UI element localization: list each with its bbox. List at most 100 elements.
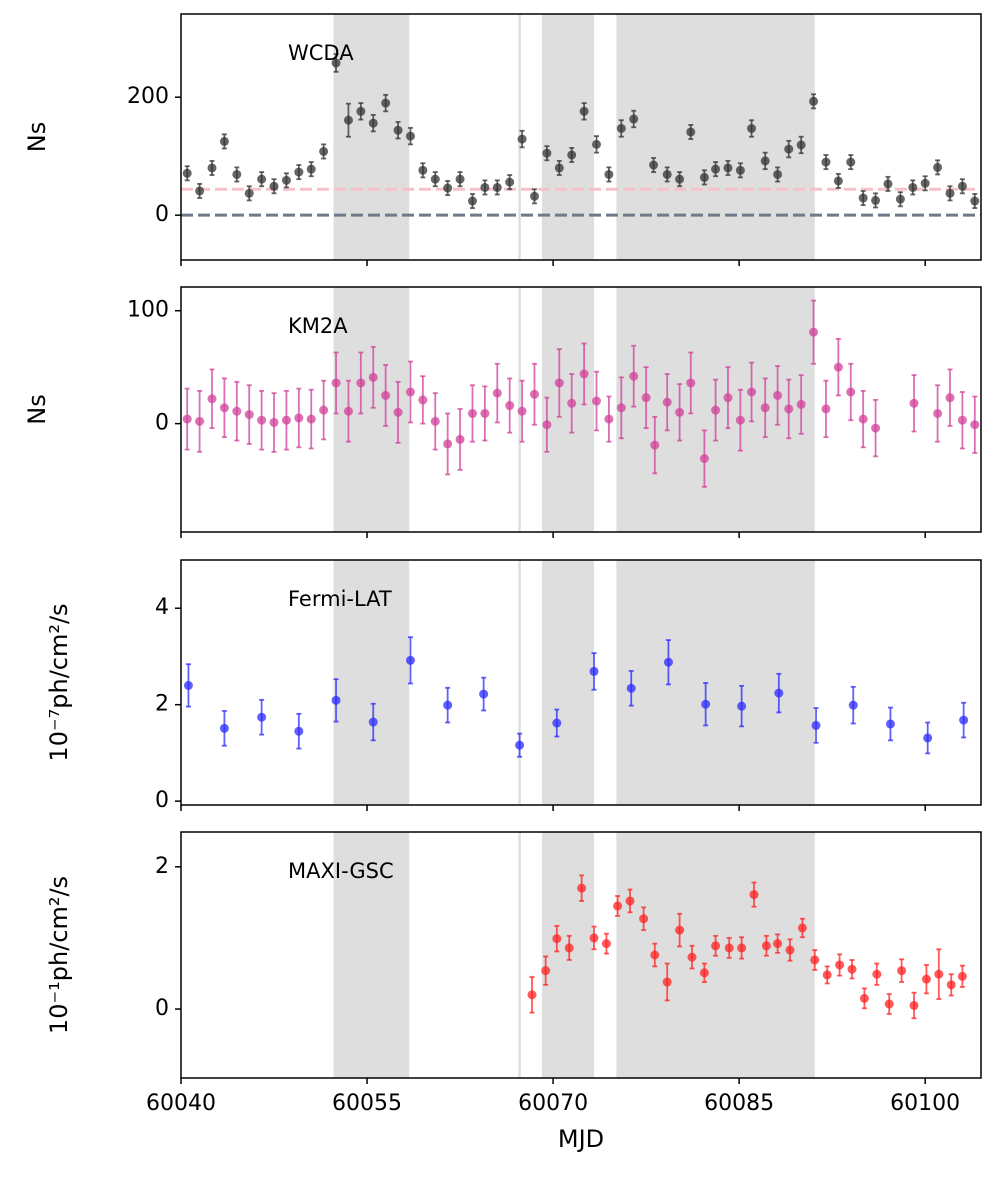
data-point xyxy=(207,394,217,404)
data-point xyxy=(232,169,242,179)
data-point xyxy=(517,134,527,144)
y-axis-label: 10⁻⁷ph/cm²/s xyxy=(45,603,73,761)
data-point xyxy=(747,123,757,133)
data-point xyxy=(833,362,843,372)
data-point xyxy=(933,162,943,172)
data-point xyxy=(760,403,770,413)
y-tick-label: 0 xyxy=(155,996,169,1021)
data-point xyxy=(405,131,415,141)
data-point xyxy=(909,398,919,408)
data-point xyxy=(589,933,599,943)
data-point xyxy=(629,114,639,124)
data-point xyxy=(809,96,819,106)
data-point xyxy=(821,157,831,167)
axes-frame xyxy=(180,286,982,533)
data-point xyxy=(675,174,685,184)
data-point xyxy=(848,700,858,710)
data-point xyxy=(405,655,415,665)
y-tick-label: 100 xyxy=(127,298,169,323)
data-point xyxy=(443,700,453,710)
data-point xyxy=(686,378,696,388)
data-point xyxy=(923,733,933,743)
data-point xyxy=(699,968,709,978)
axes-frame xyxy=(180,831,982,1079)
data-point xyxy=(219,403,229,413)
data-point xyxy=(871,195,881,205)
data-point xyxy=(785,945,795,955)
data-point xyxy=(711,941,721,951)
data-point xyxy=(269,181,279,191)
data-point xyxy=(699,454,709,464)
data-point xyxy=(711,405,721,415)
data-point xyxy=(517,406,527,416)
data-point xyxy=(183,680,193,690)
data-point xyxy=(946,980,956,990)
data-point xyxy=(577,883,587,893)
shaded-region xyxy=(541,14,595,260)
data-point xyxy=(649,160,659,170)
data-point xyxy=(443,439,453,449)
data-point xyxy=(542,420,552,430)
axes-frame xyxy=(180,559,982,806)
data-point xyxy=(749,890,759,900)
y-axis-label: Ns xyxy=(23,394,51,424)
data-point xyxy=(921,974,931,984)
data-point xyxy=(970,420,980,430)
data-point xyxy=(480,182,490,192)
panel: 0 2 60040 60055 60070 60085 60100 MJD 10⁻¹ph/cm²… xyxy=(45,831,982,1153)
data-point xyxy=(294,167,304,177)
data-point xyxy=(737,943,747,953)
data-point xyxy=(393,407,403,417)
data-point xyxy=(393,125,403,135)
data-point xyxy=(257,415,267,425)
data-point xyxy=(711,164,721,174)
shaded-region xyxy=(333,560,410,805)
data-point xyxy=(467,196,477,206)
data-point xyxy=(724,943,734,953)
data-point xyxy=(883,179,893,189)
data-point xyxy=(331,695,341,705)
data-point xyxy=(368,118,378,128)
data-point xyxy=(662,977,672,987)
data-point xyxy=(613,901,623,911)
data-point xyxy=(735,165,745,175)
x-tick-label: 60040 xyxy=(146,1091,216,1116)
data-point xyxy=(833,176,843,186)
x-tick-label: 60085 xyxy=(704,1091,774,1116)
data-point xyxy=(492,182,502,192)
data-point xyxy=(773,390,783,400)
data-point xyxy=(809,327,819,337)
data-point xyxy=(505,401,515,411)
data-point xyxy=(257,712,267,722)
plot-area xyxy=(333,832,967,1078)
data-point xyxy=(747,387,757,397)
data-point xyxy=(662,397,672,407)
data-point xyxy=(331,378,341,388)
data-point xyxy=(244,410,254,420)
data-point xyxy=(343,406,353,416)
data-point xyxy=(567,150,577,160)
data-point xyxy=(650,440,660,450)
data-point xyxy=(492,388,502,398)
data-point xyxy=(959,715,969,725)
data-point xyxy=(760,156,770,166)
panel: 0 100 Ns KM2A xyxy=(23,286,982,538)
data-point xyxy=(479,689,489,699)
data-point xyxy=(331,58,341,68)
data-point xyxy=(895,194,905,204)
data-point xyxy=(675,407,685,417)
data-point xyxy=(858,193,868,203)
data-point xyxy=(529,389,539,399)
data-point xyxy=(579,369,589,379)
data-point xyxy=(773,939,783,949)
data-point xyxy=(542,148,552,158)
data-point xyxy=(699,172,709,182)
data-point xyxy=(616,123,626,133)
data-point xyxy=(564,943,574,953)
y-axis-label: 10⁻¹ph/cm²/s xyxy=(45,876,73,1034)
shaded-region xyxy=(616,14,815,260)
data-point xyxy=(467,408,477,418)
y-tick-label: 0 xyxy=(155,788,169,813)
data-point xyxy=(232,406,242,416)
shaded-region xyxy=(616,560,815,805)
